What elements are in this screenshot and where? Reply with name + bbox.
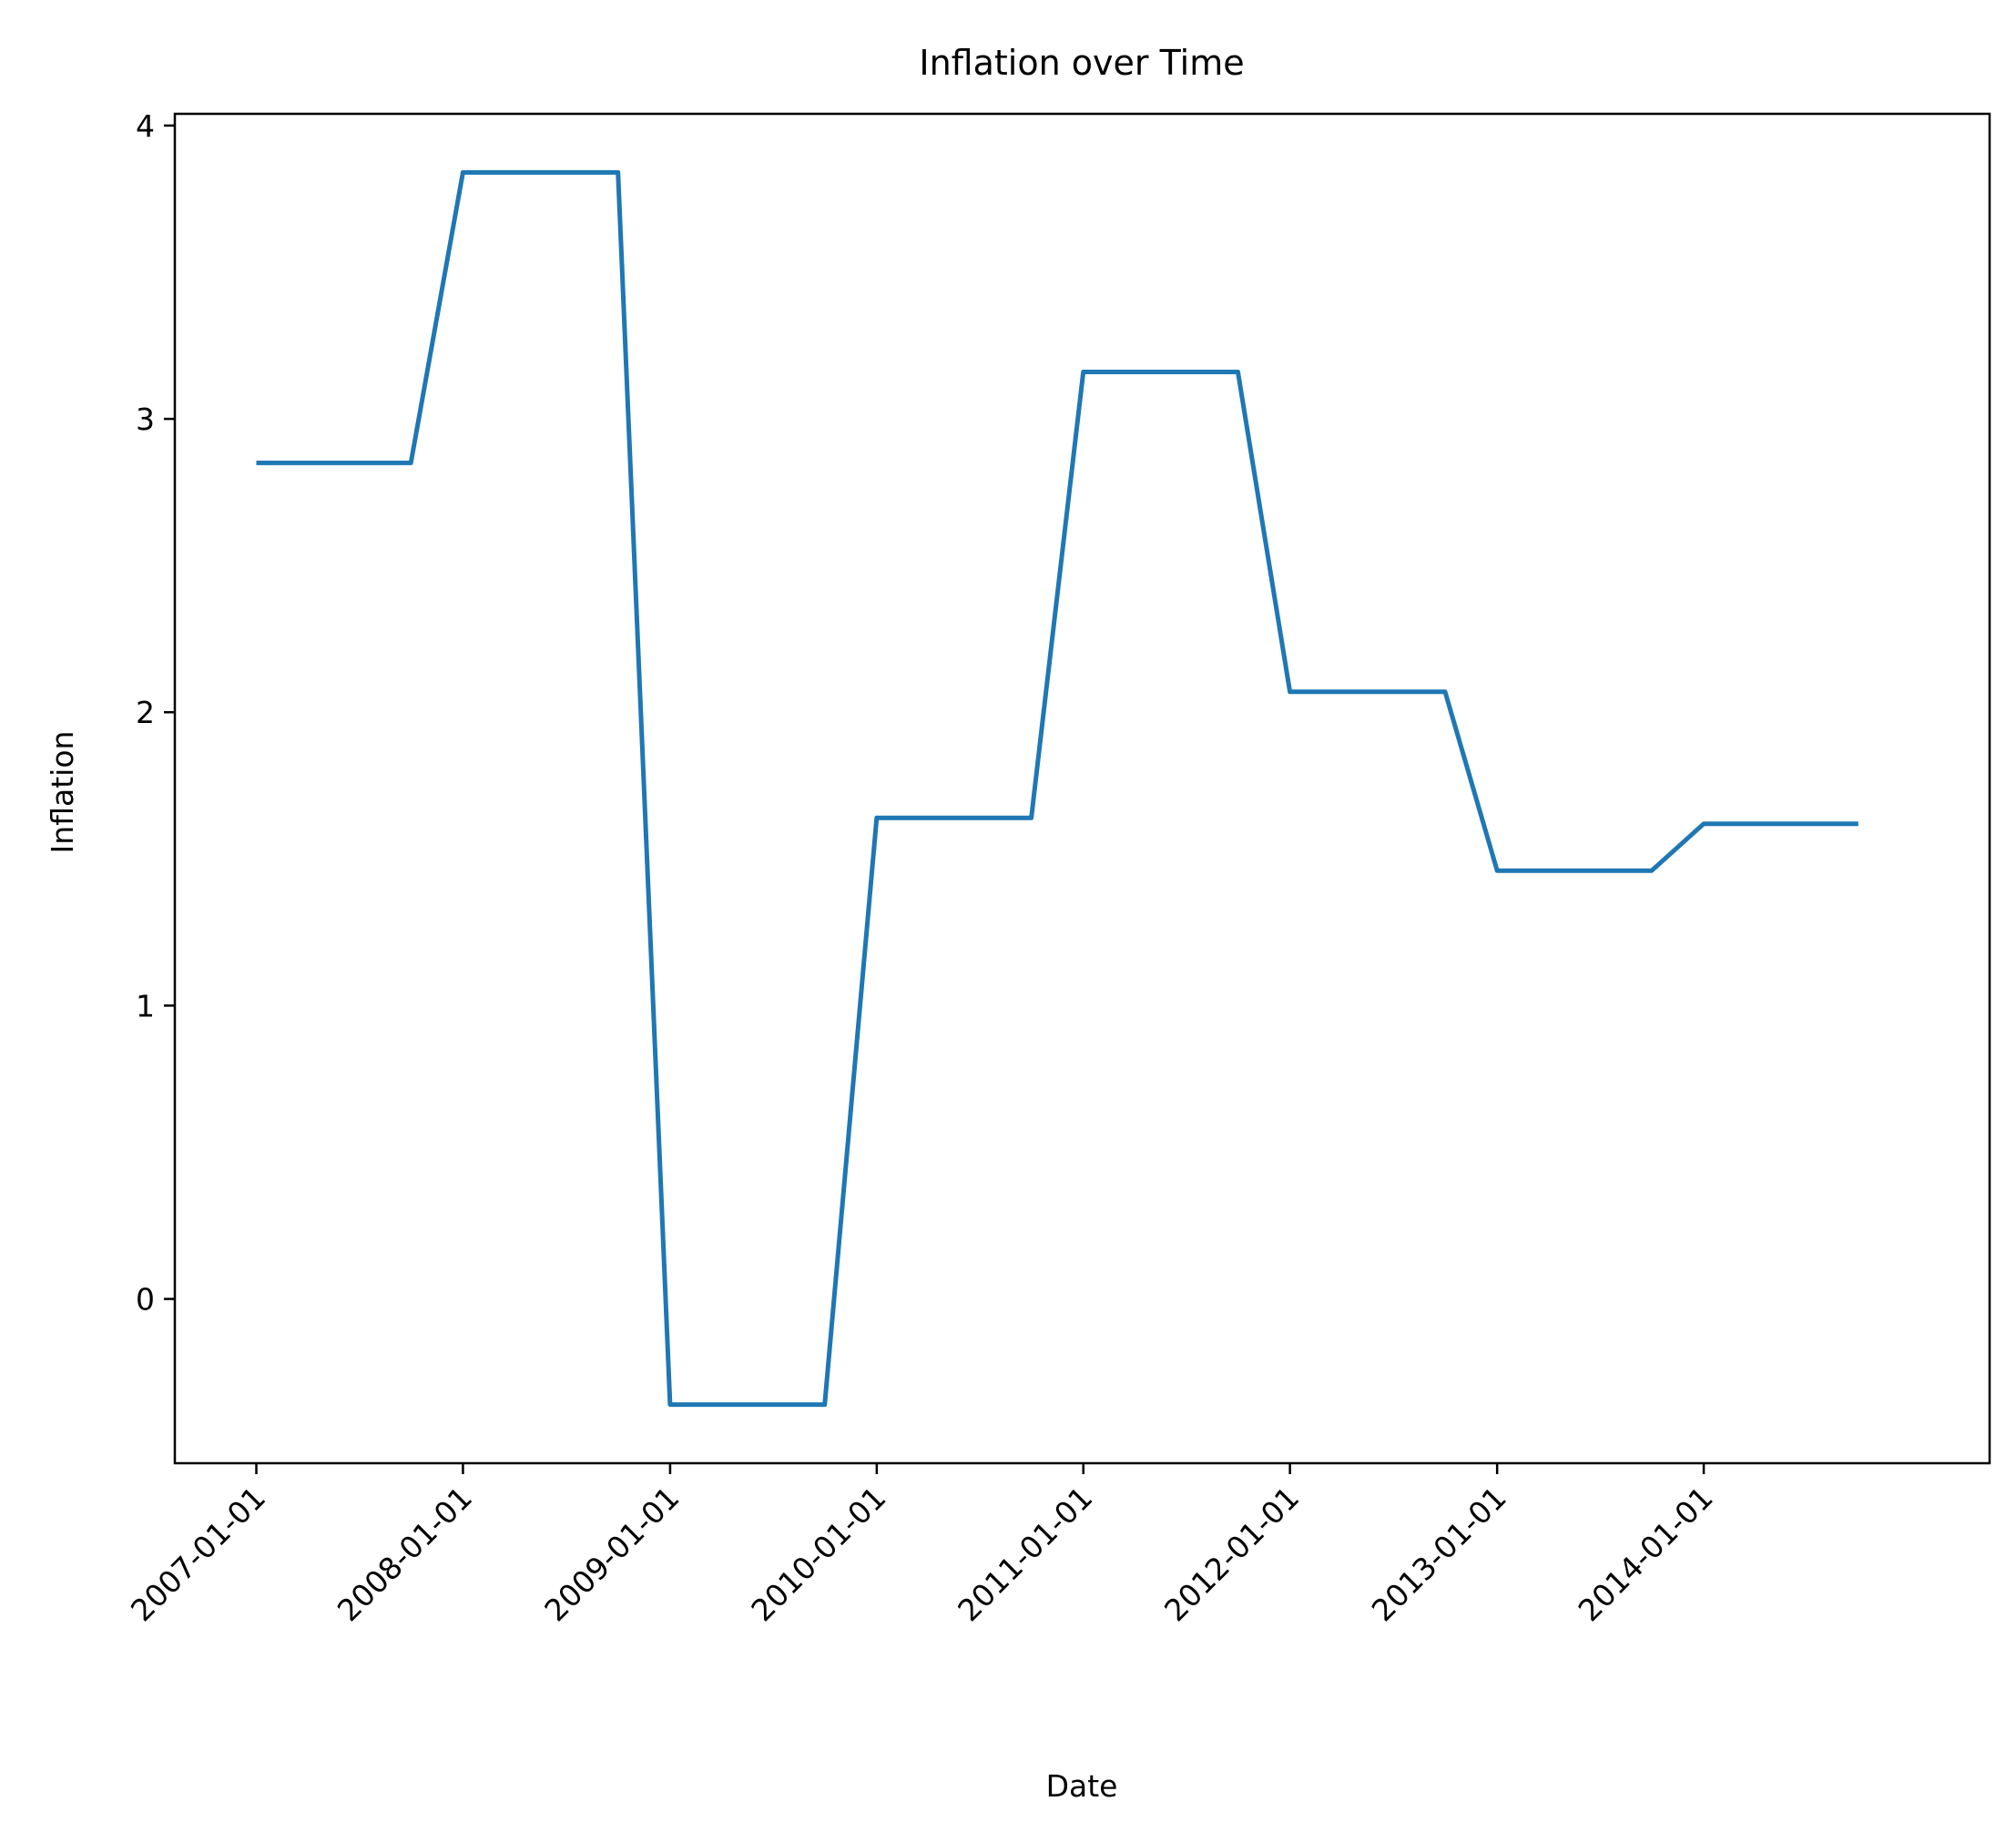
y-axis-label: Inflation [45, 731, 80, 854]
series-line [256, 169, 1858, 1408]
y-tick-label: 1 [136, 988, 155, 1023]
x-axis-label: Date [1046, 1768, 1118, 1804]
plot-frame [173, 112, 1991, 1465]
plot-area [256, 169, 1858, 1408]
y-tick-label: 4 [136, 108, 155, 144]
chart-title: Inflation over Time [919, 43, 1244, 83]
y-tick-label: 3 [136, 402, 155, 437]
y-tick-label: 0 [136, 1282, 155, 1318]
y-tick-label: 2 [136, 695, 155, 730]
y-axis: 0 1 2 3 4 [136, 108, 175, 1318]
